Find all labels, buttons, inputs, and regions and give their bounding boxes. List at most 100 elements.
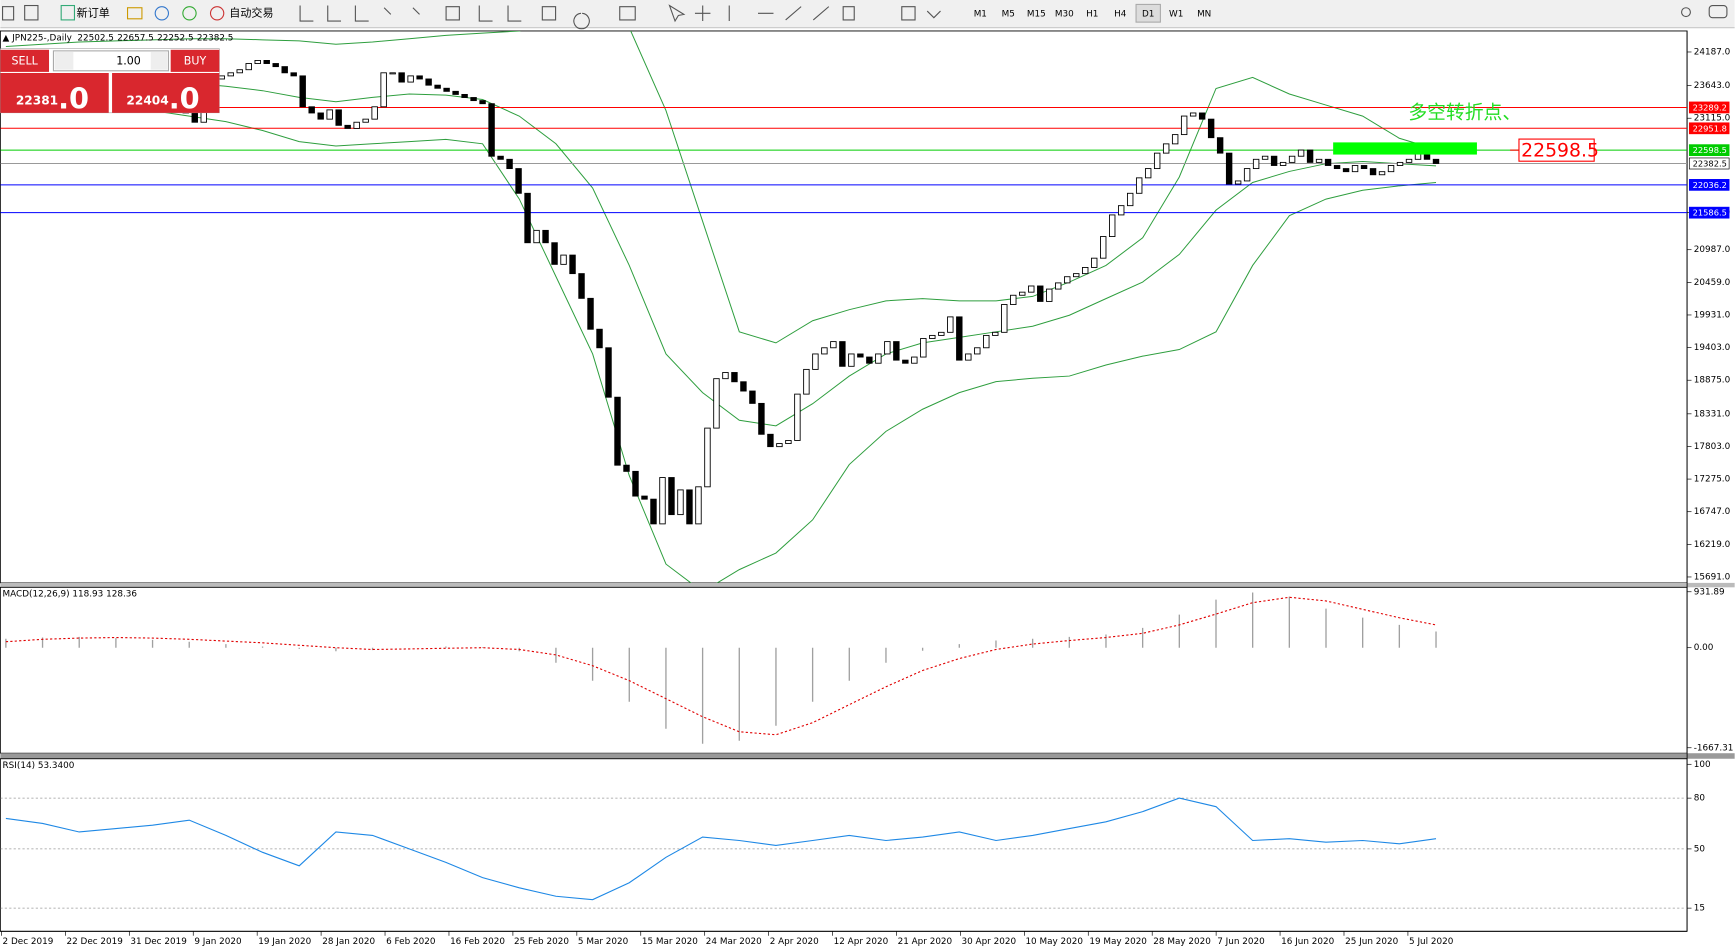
candle: [731, 372, 738, 383]
y-tick-label: 18331.0: [1694, 409, 1731, 419]
timeframe-button[interactable]: H4: [1114, 9, 1127, 19]
volume-input[interactable]: [52, 50, 170, 72]
y-tick-label: 19403.0: [1694, 343, 1731, 353]
candle: [983, 334, 990, 349]
level-label: 21586.5: [1693, 208, 1727, 218]
candle: [767, 433, 774, 448]
icon[interactable]: [60, 4, 76, 21]
candle: [443, 87, 450, 92]
level-label-box: [1688, 206, 1730, 219]
candle: [938, 331, 945, 336]
candle: [1315, 158, 1323, 163]
sell-label[interactable]: SELL: [12, 54, 39, 67]
buy-price-main[interactable]: 22404: [126, 93, 168, 107]
candle: [560, 254, 567, 265]
chat-icon[interactable]: [1708, 4, 1728, 19]
y-tick-label: 17275.0: [1694, 475, 1731, 485]
buy-button[interactable]: [170, 49, 220, 72]
sell-price-main[interactable]: 22381: [16, 93, 58, 107]
y-tick-label: 15: [1694, 904, 1705, 914]
candle: [1198, 112, 1206, 120]
sell-price-pips[interactable]: .0: [58, 82, 89, 116]
candle: [1261, 155, 1269, 160]
candle: [245, 63, 252, 71]
candle: [479, 100, 486, 105]
candle: [515, 168, 522, 194]
candle: [425, 78, 432, 86]
candle: [974, 347, 981, 355]
timeframe-button[interactable]: D1: [1142, 9, 1154, 19]
candle: [299, 75, 306, 108]
x-tick-label: 5 Mar 2020: [578, 937, 629, 947]
sell-button[interactable]: [0, 49, 50, 72]
macd-panel: [0, 586, 1688, 754]
sell-price[interactable]: 22381.0: [16, 82, 89, 116]
candle: [1405, 158, 1413, 163]
search-icon[interactable]: [1681, 7, 1691, 18]
icon[interactable]: [126, 7, 143, 20]
candle: [641, 495, 648, 500]
candle: [1216, 137, 1224, 154]
candle: [722, 372, 729, 380]
candle: [1387, 165, 1395, 173]
timeframe-button[interactable]: M5: [1002, 9, 1015, 19]
x-tick-label: 28 May 2020: [1153, 937, 1211, 947]
candle: [380, 72, 387, 108]
y-tick-label: 50: [1694, 844, 1706, 854]
sell-price-box[interactable]: [0, 73, 109, 113]
panel-separator: [0, 753, 1735, 759]
timeframe-button[interactable]: M15: [1027, 9, 1046, 19]
candle: [1432, 158, 1440, 164]
timeframe-bar: M1 M5 M15 M30 H1 H4 D1 W1 MN: [974, 3, 1211, 23]
x-tick-label: 15 Mar 2020: [642, 937, 698, 947]
candle: [1171, 134, 1179, 145]
high-value: 22657.5: [117, 33, 154, 43]
candle: [1135, 177, 1143, 194]
timeframe-button[interactable]: MN: [1197, 9, 1211, 19]
x-tick-label: 25 Feb 2020: [514, 937, 569, 947]
new-order-button[interactable]: 新订单: [77, 5, 110, 19]
x-tick-label: 7 Jun 2020: [1217, 937, 1265, 947]
timeframe-button[interactable]: M30: [1055, 9, 1074, 19]
candle: [992, 331, 999, 336]
level-label-box: [1688, 144, 1730, 156]
callout-box: [1518, 138, 1595, 162]
icon[interactable]: [154, 6, 170, 21]
candle: [1144, 168, 1152, 179]
panel-separator: [0, 582, 1735, 588]
icon[interactable]: [209, 6, 225, 21]
candle: [335, 109, 342, 126]
x-tick-label: 6 Feb 2020: [386, 937, 436, 947]
candle: [884, 341, 891, 355]
volume-value[interactable]: 1.00: [116, 54, 141, 67]
candle: [254, 60, 261, 64]
buy-price[interactable]: 22404.0: [126, 82, 199, 116]
buy-price-pips[interactable]: .0: [169, 82, 200, 116]
candle: [1333, 165, 1341, 170]
candle: [677, 489, 684, 516]
buy-label[interactable]: BUY: [184, 54, 207, 67]
volume-spinner[interactable]: [150, 51, 168, 70]
icon[interactable]: [24, 4, 39, 21]
candle: [614, 396, 621, 466]
candle: [1028, 285, 1035, 293]
candle: [1073, 273, 1080, 278]
timeframe-button[interactable]: M1: [974, 9, 987, 19]
timeframe-button[interactable]: W1: [1169, 9, 1183, 19]
candle: [1207, 118, 1215, 139]
auto-trading-button[interactable]: 自动交易: [229, 5, 273, 19]
candle: [704, 427, 711, 488]
open-value: 22502.5: [77, 33, 114, 43]
level-label: 22382.5: [1693, 159, 1727, 169]
volume-spinner[interactable]: [54, 51, 74, 70]
icon[interactable]: [182, 6, 197, 21]
y-tick-label: 20987.0: [1694, 245, 1731, 255]
active-timeframe[interactable]: [1135, 3, 1161, 23]
timeframe-button[interactable]: H1: [1086, 9, 1098, 19]
candle: [1100, 236, 1107, 259]
icon[interactable]: [2, 6, 15, 21]
candle: [857, 353, 864, 358]
buy-price-box[interactable]: [112, 73, 220, 113]
candle: [794, 393, 801, 441]
